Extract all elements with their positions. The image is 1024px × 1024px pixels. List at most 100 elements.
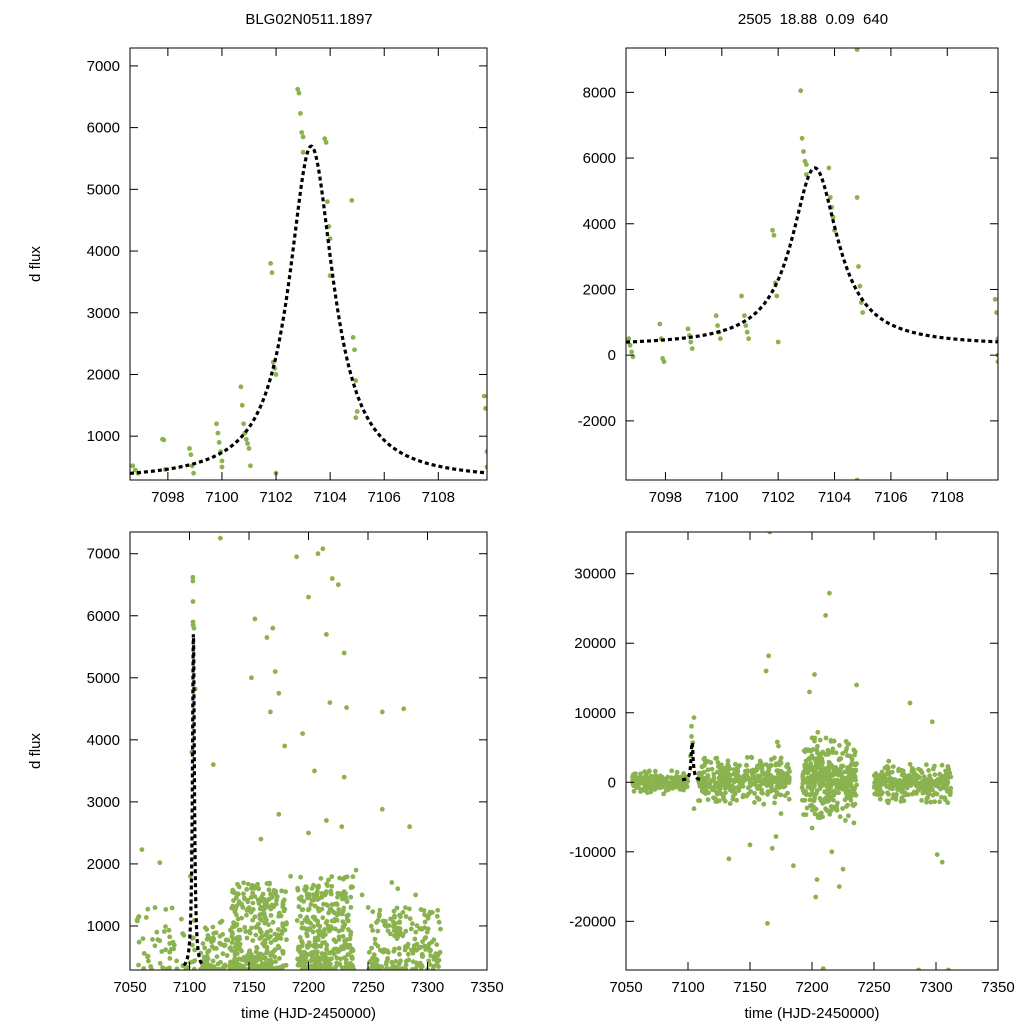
data-point xyxy=(152,905,158,910)
data-point xyxy=(312,942,317,948)
data-point xyxy=(726,856,732,862)
data-point xyxy=(225,937,231,943)
data-point xyxy=(191,470,197,476)
x-tick-label: 7100 xyxy=(705,489,738,506)
data-point xyxy=(250,938,256,943)
data-point xyxy=(906,776,912,782)
data-point xyxy=(235,916,241,922)
data-point xyxy=(711,784,717,790)
data-point xyxy=(236,927,242,933)
data-point xyxy=(133,467,138,473)
panel-top-right: 7098 7100 7102 7104 7106 7108 -2000 0 2000 4000 60… xyxy=(578,47,999,506)
data-point xyxy=(256,966,262,970)
data-point xyxy=(783,779,788,784)
data-point xyxy=(702,777,708,783)
data-point xyxy=(924,762,929,768)
data-point xyxy=(216,966,222,970)
data-point xyxy=(775,768,781,774)
data-point xyxy=(371,962,376,967)
data-point xyxy=(210,762,216,767)
data-point xyxy=(420,939,425,944)
data-point xyxy=(426,958,432,964)
data-point xyxy=(370,928,375,933)
data-point xyxy=(331,918,337,924)
data-point xyxy=(812,738,817,744)
data-point xyxy=(837,814,843,820)
data-point xyxy=(318,876,324,881)
data-point xyxy=(204,936,210,942)
data-point xyxy=(276,932,281,938)
data-point xyxy=(259,955,265,961)
data-point xyxy=(703,788,709,794)
data-point xyxy=(216,440,222,445)
data-point xyxy=(269,894,275,900)
data-point xyxy=(907,761,913,767)
data-point xyxy=(843,818,848,823)
data-point xyxy=(416,945,422,951)
data-point xyxy=(288,873,293,879)
data-point xyxy=(252,894,258,899)
y-tick-label: 7000 xyxy=(87,58,120,75)
data-point xyxy=(203,961,209,966)
data-point xyxy=(413,966,419,970)
data-point xyxy=(231,898,236,903)
data-point xyxy=(299,130,305,135)
data-point xyxy=(714,755,720,761)
model-curve xyxy=(182,634,205,967)
data-point xyxy=(770,227,775,233)
data-point xyxy=(772,775,778,781)
data-point xyxy=(268,950,274,956)
data-point xyxy=(352,347,357,353)
data-point xyxy=(897,778,902,783)
data-point xyxy=(295,887,301,893)
data-point xyxy=(340,896,345,902)
data-point xyxy=(849,770,855,776)
data-point xyxy=(810,765,815,771)
data-point xyxy=(414,941,420,947)
data-point xyxy=(702,755,707,761)
data-point xyxy=(220,951,226,957)
data-point xyxy=(829,849,835,855)
data-point xyxy=(699,788,705,794)
data-point xyxy=(924,799,929,805)
data-point xyxy=(276,690,282,696)
data-point xyxy=(857,283,863,289)
data-point xyxy=(818,767,824,773)
data-point xyxy=(232,960,238,966)
data-point xyxy=(705,767,711,773)
y-tick-label: 30000 xyxy=(574,566,616,583)
data-point xyxy=(741,792,746,798)
data-point xyxy=(136,914,142,919)
data-point xyxy=(899,772,905,778)
data-point xyxy=(732,790,738,796)
data-point xyxy=(234,912,239,918)
data-point xyxy=(744,762,749,768)
data-point xyxy=(335,894,340,900)
data-point xyxy=(298,874,303,880)
data-point xyxy=(229,940,235,945)
data-point xyxy=(435,907,441,913)
x-tick-label: 7200 xyxy=(795,979,828,996)
data-point xyxy=(888,776,894,782)
data-point xyxy=(190,574,196,580)
data-point xyxy=(805,769,811,775)
data-point xyxy=(714,789,719,795)
data-point xyxy=(397,912,402,918)
plot-frame xyxy=(625,47,999,481)
data-point xyxy=(248,463,253,469)
data-point xyxy=(824,798,829,804)
data-point xyxy=(349,955,355,961)
plot-area xyxy=(134,535,443,970)
data-point xyxy=(932,772,938,778)
data-point xyxy=(817,795,823,801)
data-point xyxy=(733,761,738,767)
data-point xyxy=(221,965,226,970)
data-point xyxy=(298,913,303,919)
data-point xyxy=(939,773,945,779)
data-point xyxy=(785,762,790,767)
data-point xyxy=(180,931,186,936)
data-point xyxy=(249,962,255,967)
data-point xyxy=(828,804,834,809)
data-point xyxy=(885,790,890,795)
data-point xyxy=(299,907,305,913)
